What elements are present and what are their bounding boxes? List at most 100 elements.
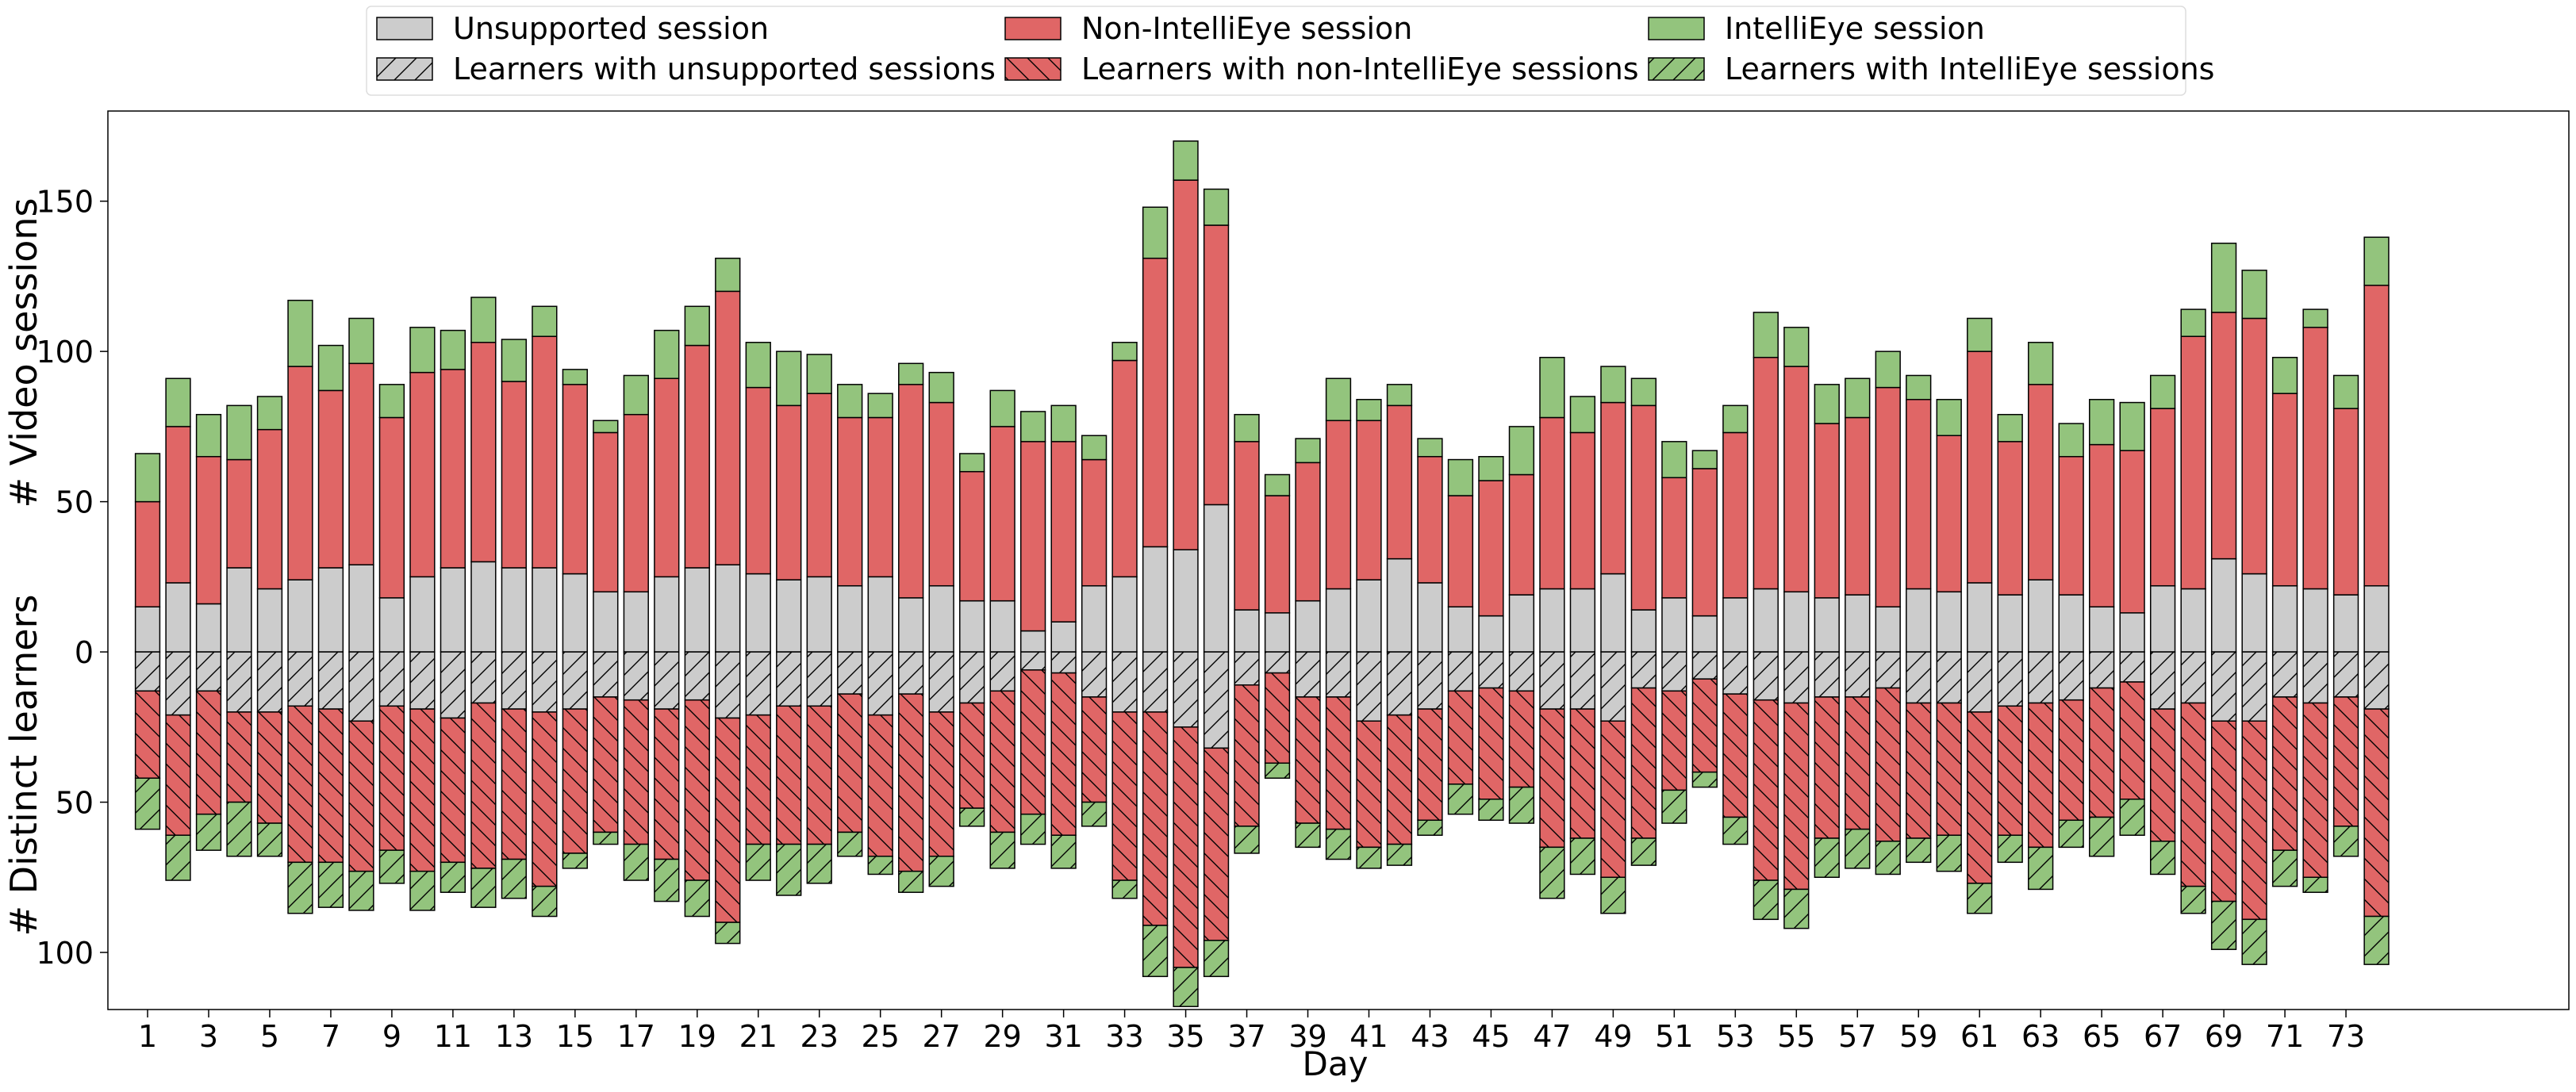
unsupported-session-bar (2119, 612, 2145, 653)
x-tick-label: 47 (1533, 1019, 1571, 1054)
unsupported-session-bar (867, 576, 893, 653)
intellieye-session-bar (2302, 308, 2328, 328)
non-intellieye-learners-bar-hatch (166, 715, 190, 836)
non-intellieye-learners-bar-hatch (1204, 748, 1229, 941)
non-intellieye-learners-bar-hatch (349, 721, 374, 872)
x-tick-label: 51 (1655, 1019, 1693, 1054)
unsupported-session-bar (1906, 588, 1932, 653)
intellieye-learners-bar-hatch (959, 808, 985, 826)
intellieye-session-bar (348, 317, 374, 365)
intellieye-session-bar (1081, 435, 1108, 461)
intellieye-learners-bar-hatch (349, 871, 374, 910)
non-intellieye-session-bar (684, 344, 710, 569)
unsupported-session-bar (1081, 584, 1108, 653)
unsupported-session-bar (470, 561, 497, 653)
intellieye-session-bar (2089, 399, 2115, 446)
non-intellieye-session-bar (623, 413, 649, 593)
intellieye-session-bar (1325, 377, 1352, 422)
unsupported-learners-bar-hatch (196, 652, 221, 692)
intellieye-session-bar (1142, 206, 1169, 259)
non-intellieye-session-bar (1478, 480, 1504, 617)
intellieye-session-bar (1691, 450, 1718, 469)
unsupported-session-bar (1447, 606, 1474, 653)
unsupported-session-bar (898, 597, 924, 653)
intellieye-session-bar (623, 374, 649, 416)
intellieye-learners-bar-hatch (1387, 844, 1412, 866)
non-intellieye-session-bar (1569, 431, 1596, 590)
unsupported-learners-bar-hatch (227, 652, 251, 712)
non-intellieye-session-bar (837, 416, 863, 587)
intellieye-learners-bar-hatch (593, 832, 618, 845)
unsupported-learners-bar-hatch (1448, 652, 1473, 692)
intellieye-learners-bar-hatch (1600, 877, 1626, 914)
intellieye-session-bar (1356, 399, 1382, 422)
intellieye-learners-bar-hatch (2242, 919, 2267, 965)
non-intellieye-session-bar (226, 458, 252, 569)
x-tick-label: 15 (556, 1019, 594, 1054)
non-intellieye-learners-bar-hatch (532, 711, 557, 887)
y-axis: 150 100 50 0 50 100 (36, 185, 108, 971)
unsupported-session-bar (2332, 594, 2359, 653)
intellieye-session-bar (2180, 308, 2206, 337)
unsupported-learners-bar-hatch (1357, 652, 1381, 722)
legend-label: Non-IntelliEye session (1081, 11, 1412, 46)
non-intellieye-session-bar (867, 416, 893, 578)
intellieye-learners-bar-hatch (1967, 883, 1992, 914)
unsupported-session-bar (745, 573, 771, 653)
non-intellieye-session-bar (928, 401, 954, 587)
unsupported-learners-bar-hatch (1418, 652, 1442, 710)
intellieye-session-bar (562, 369, 588, 385)
intellieye-learners-bar-hatch (1020, 814, 1046, 845)
y-tick-label: 100 (36, 936, 94, 971)
intellieye-session-bar (1753, 312, 1779, 358)
non-intellieye-session-bar (2180, 335, 2206, 590)
x-tick-label: 69 (2205, 1019, 2243, 1054)
unsupported-session-bar (1814, 597, 1840, 653)
intellieye-learners-bar-hatch (166, 835, 190, 881)
non-intellieye-learners-bar-hatch (1112, 711, 1137, 881)
legend-swatch (1648, 17, 1705, 40)
unsupported-learners-bar-hatch (837, 652, 862, 695)
y-tick-label: 100 (36, 335, 94, 370)
non-intellieye-session-bar (1111, 359, 1138, 578)
intellieye-learners-bar-hatch (2364, 916, 2389, 965)
non-intellieye-session-bar (2302, 327, 2328, 590)
x-tick-label: 19 (678, 1019, 716, 1054)
intellieye-learners-bar-hatch (501, 859, 527, 899)
intellieye-session-bar (2241, 270, 2267, 320)
unsupported-learners-bar-hatch (776, 652, 801, 707)
non-intellieye-learners-bar-hatch (410, 709, 435, 872)
unsupported-session-bar (1234, 609, 1260, 653)
intellieye-session-bar (1173, 140, 1199, 181)
intellieye-learners-bar-hatch (1875, 841, 1901, 875)
unsupported-session-bar (593, 591, 619, 653)
non-intellieye-session-bar (562, 384, 588, 575)
unsupported-learners-bar-hatch (1173, 652, 1198, 727)
non-intellieye-learners-bar-hatch (1906, 703, 1931, 839)
non-intellieye-learners-bar-hatch (1234, 684, 1259, 826)
unsupported-learners-bar-hatch (1509, 652, 1534, 692)
intellieye-learners-bar-hatch (1722, 817, 1748, 845)
intellieye-learners-bar-hatch (2333, 826, 2359, 856)
intellieye-session-bar (1906, 374, 1932, 400)
non-intellieye-session-bar (2363, 285, 2390, 587)
non-intellieye-learners-bar-hatch (2150, 709, 2175, 841)
non-intellieye-learners-bar-hatch (959, 703, 985, 809)
legend-swatch-hatch (1005, 58, 1061, 80)
unsupported-learners-bar-hatch (1387, 652, 1412, 715)
unsupported-learners-bar-hatch (2089, 652, 2114, 688)
intellieye-session-bar (165, 377, 191, 427)
non-intellieye-learners-bar-hatch (746, 715, 771, 845)
non-intellieye-session-bar (1234, 441, 1260, 611)
intellieye-learners-bar-hatch (1051, 835, 1077, 868)
unsupported-learners-bar-hatch (1906, 652, 1931, 703)
unsupported-learners-bar-hatch (624, 652, 649, 700)
non-intellieye-session-bar (532, 335, 558, 569)
x-tick-label: 65 (2083, 1019, 2121, 1054)
intellieye-session-bar (1111, 342, 1138, 362)
non-intellieye-learners-bar-hatch (929, 711, 954, 856)
legend-frame (366, 6, 2186, 96)
unsupported-learners-bar-hatch (1692, 652, 1718, 680)
unsupported-session-bar (1691, 615, 1718, 653)
x-tick-label: 3 (199, 1019, 218, 1054)
